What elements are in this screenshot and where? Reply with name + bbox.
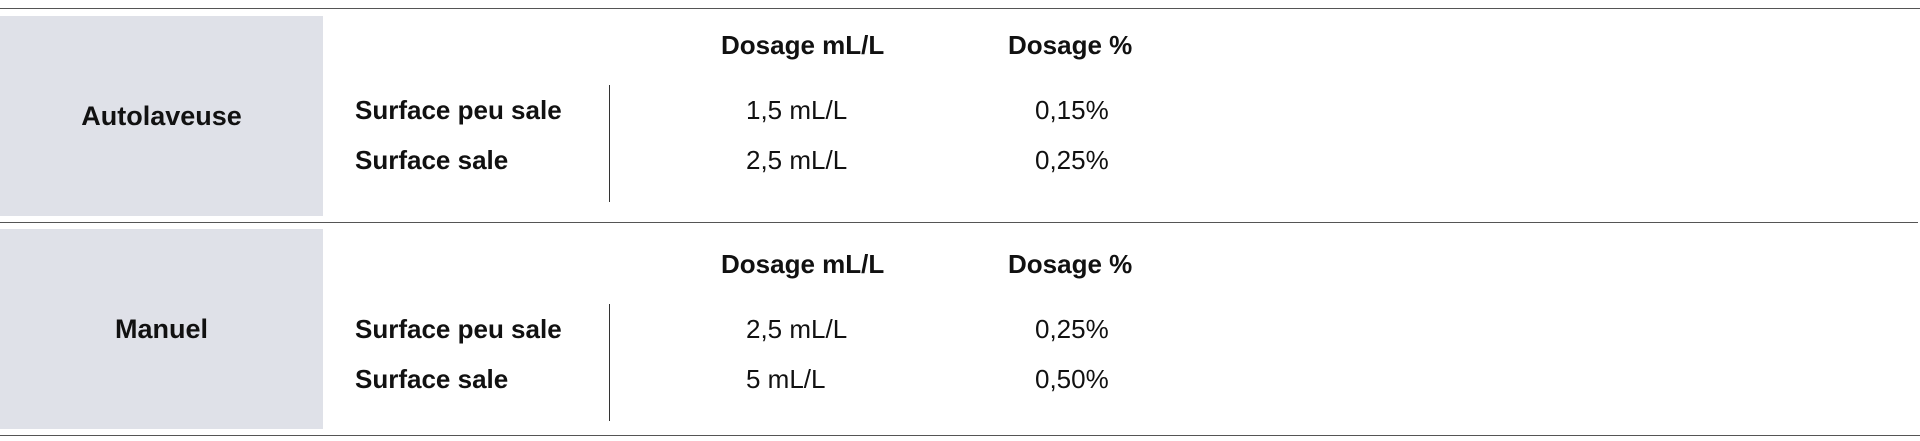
column-header: Dosage %: [1008, 30, 1133, 60]
dosage-percent: 0,50%: [1035, 364, 1109, 394]
column-header: Dosage %: [1008, 249, 1133, 279]
section-title: Autolaveuse: [0, 16, 323, 216]
section-title: Manuel: [0, 229, 323, 429]
bottom-rule: [0, 435, 1920, 436]
separator: [0, 222, 1918, 223]
row-label: Surface peu sale: [355, 314, 562, 344]
row-label: Surface sale: [355, 364, 509, 394]
dosage-ml: 2,5 mL/L: [746, 145, 848, 175]
divider: [609, 304, 610, 421]
dosage-percent: 0,15%: [1035, 95, 1109, 125]
dosage-ml: 2,5 mL/L: [746, 314, 848, 344]
dosage-percent: 0,25%: [1035, 314, 1109, 344]
row-label: Surface peu sale: [355, 95, 562, 125]
column-header: Dosage mL/L: [721, 249, 885, 279]
divider: [609, 85, 610, 202]
column-header: Dosage mL/L: [721, 30, 885, 60]
dosage-ml: 5 mL/L: [746, 364, 826, 394]
top-rule: [0, 8, 1920, 9]
section: Autolaveuse Dosage mL/L Dosage % Surface…: [0, 16, 1920, 228]
dosage-percent: 0,25%: [1035, 145, 1109, 175]
section: Manuel Dosage mL/L Dosage % Surface peu …: [0, 229, 1920, 441]
row-label: Surface sale: [355, 145, 509, 175]
dosage-ml: 1,5 mL/L: [746, 95, 848, 125]
